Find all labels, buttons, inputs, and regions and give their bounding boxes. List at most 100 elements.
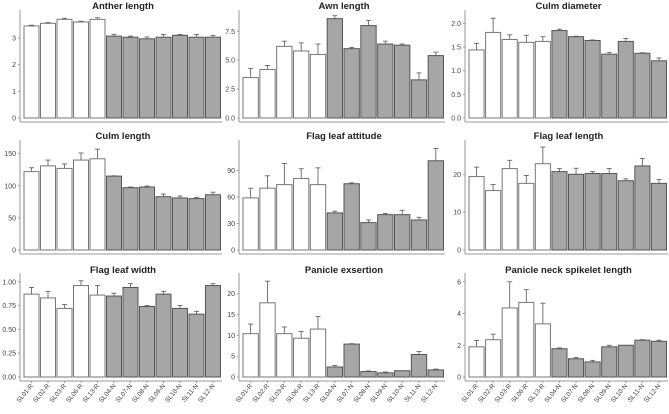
bar-sl13-r	[89, 158, 106, 251]
bar-sl12-n	[427, 160, 444, 251]
bar-sl06-r	[293, 337, 310, 378]
bar-sl07-n	[122, 286, 139, 378]
y-tick-label: 0.00	[2, 375, 16, 382]
bar-sl08-n	[360, 25, 377, 119]
bar-sl08-n	[584, 361, 601, 378]
y-tick-label: 100	[4, 183, 16, 190]
y-tick-label: 2	[457, 343, 461, 350]
bar-sl09-n	[155, 36, 172, 119]
bar-sl09-n	[377, 43, 394, 119]
bar-sl03-r	[276, 333, 293, 378]
bar-sl09-n	[377, 372, 394, 378]
x-tick-label: SL10-N	[164, 383, 184, 405]
bar-sl08-n	[139, 38, 155, 119]
y-tick-label: 1.00	[2, 279, 16, 286]
bar-sl06-r	[73, 159, 89, 251]
y-tick-label: 0	[231, 375, 235, 382]
bar-sl07-n	[568, 173, 585, 251]
bar-sl04-n	[326, 366, 343, 378]
y-tick-label: 1.5	[451, 45, 461, 52]
bar-sl10-n	[172, 34, 188, 119]
panel-title: Flag leaf length	[534, 131, 604, 142]
bar-sl11-n	[634, 165, 651, 251]
y-tick-label: 7.5	[225, 29, 235, 36]
panel-title: Panicle neck spikelet length	[505, 265, 632, 276]
bar-sl07-n	[343, 343, 360, 378]
bar-sl10-n	[172, 197, 188, 251]
y-tick-label: 50	[8, 215, 16, 222]
bar-sl01-r	[242, 197, 259, 251]
bar-sl03-r	[56, 18, 73, 119]
x-tick-label: SL02-R	[251, 383, 271, 405]
panel-title: Anther length	[92, 1, 154, 12]
x-tick-label: SL01-R	[235, 383, 255, 405]
bar-sl10-n	[394, 214, 411, 251]
bar-sl06-r	[518, 182, 535, 251]
y-tick-label: 10	[453, 210, 461, 217]
bar-sl13-r	[309, 184, 327, 251]
panel-anther-length: Anther length 0 1 2 3	[12, 1, 222, 123]
bar-sl04-n	[106, 295, 122, 378]
y-tick-label: 3	[12, 36, 16, 43]
bar-sl08-n	[139, 306, 155, 378]
panel-flag-leaf-width: Flag leaf width0.000.250.500.751.00SL01-…	[2, 265, 222, 404]
bar-sl06-r	[518, 41, 535, 119]
y-tick-label: 0.25	[2, 351, 16, 358]
bar-sl12-n	[650, 340, 668, 378]
y-tick-label: 2	[12, 62, 16, 69]
y-tick-label: 90	[227, 168, 235, 175]
x-tick-label: SL04-N	[319, 383, 339, 405]
bar-sl01-r	[242, 333, 259, 378]
bar-sl02-r	[259, 187, 276, 251]
bar-sl07-n	[122, 187, 139, 251]
panel-panicle-exsertion: Panicle exsertion05101520SL01-RSL02-RSL0…	[227, 265, 445, 404]
bar-sl11-n	[188, 198, 205, 251]
bar-sl06-r	[293, 50, 310, 119]
bar-sl13-r	[534, 40, 551, 119]
bar-sl01-r	[23, 25, 40, 119]
panel-flag-leaf-attitude: Flag leaf attitude 0 30 60 90	[227, 131, 445, 255]
y-tick-label: 0	[12, 248, 16, 255]
panel-title: Culm length	[96, 131, 151, 142]
panel-culm-diameter: Culm diameter 0.0 0.5 1.0 1.5 2.0	[451, 1, 668, 123]
bar-sl02-r	[485, 190, 502, 251]
bar-sl10-n	[394, 370, 411, 378]
bar-sl02-r	[485, 339, 502, 378]
y-tick-label: 5.0	[225, 58, 235, 65]
bar-sl13-r	[89, 18, 106, 119]
bar-sl01-r	[468, 176, 485, 251]
bar-sl03-r	[501, 307, 518, 378]
bar-sl01-r	[23, 293, 40, 378]
bar-sl04-n	[326, 18, 343, 119]
bar-sl12-n	[427, 55, 444, 119]
bar-sl11-n	[410, 354, 428, 378]
bar-sl11-n	[634, 52, 651, 119]
bar-sl02-r	[40, 22, 56, 119]
bar-sl04-n	[551, 171, 568, 251]
bar-sl03-r	[501, 168, 518, 251]
bar-sl08-n	[360, 222, 377, 251]
bar-sl06-r	[73, 21, 89, 119]
bar-sl09-n	[601, 346, 618, 378]
bar-sl04-n	[551, 30, 568, 119]
panel-title: Flag leaf width	[90, 265, 156, 276]
y-tick-label: 20	[453, 172, 461, 179]
y-tick-label: 2.0	[451, 21, 461, 28]
bar-sl09-n	[155, 196, 172, 251]
bar-sl11-n	[410, 219, 428, 251]
bar-sl13-r	[534, 323, 551, 378]
bar-sl03-r	[56, 307, 73, 378]
y-tick-label: 0.50	[2, 327, 16, 334]
x-tick-label: SL10-N	[610, 383, 630, 405]
bar-sl12-n	[205, 36, 221, 119]
y-tick-label: 5	[231, 354, 235, 361]
bar-sl12-n	[650, 182, 668, 251]
bar-sl09-n	[601, 173, 618, 251]
bar-sl03-r	[276, 45, 293, 119]
bar-sl10-n	[172, 307, 188, 378]
bar-sl09-n	[377, 214, 394, 251]
bar-sl12-n	[427, 369, 444, 378]
x-tick-label: SL12-N	[643, 383, 663, 405]
x-tick-label: SL03-R	[268, 383, 288, 405]
panel-title: Culm diameter	[536, 1, 602, 12]
